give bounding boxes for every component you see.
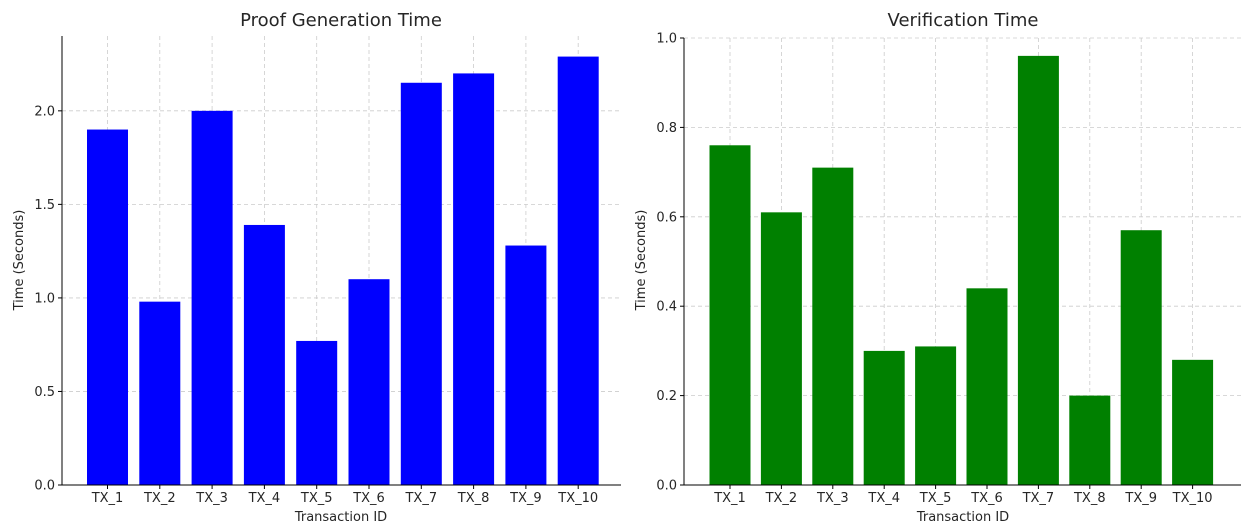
x-tick-label: TX_8 bbox=[457, 491, 490, 506]
y-tick-label: 0.8 bbox=[656, 121, 677, 136]
x-tick-label: TX_3 bbox=[816, 491, 849, 506]
bar-tx-2 bbox=[139, 301, 181, 485]
bar-tx-5 bbox=[296, 340, 338, 485]
bar-tx-8 bbox=[1069, 395, 1111, 485]
proof-generation-chart: Proof Generation Time TX_1 TX_2 TX_3 TX_4 TX… bbox=[12, 10, 621, 525]
bar-tx-3 bbox=[812, 167, 854, 485]
y-tick-label: 1.0 bbox=[656, 32, 677, 47]
verification-time-chart: Verification Time TX_1 TX_2 TX_3 TX_4 TX_5 TX… bbox=[634, 10, 1241, 525]
y-tick-layer: 0.0 0.5 1.0 1.5 2.0 bbox=[34, 104, 62, 494]
x-tick-label: TX_9 bbox=[1124, 491, 1157, 506]
chart-title: Proof Generation Time bbox=[240, 10, 442, 31]
bars-layer bbox=[709, 55, 1214, 485]
bar-tx-1 bbox=[709, 145, 751, 485]
bar-tx-1 bbox=[87, 129, 128, 485]
y-tick-label: 0.0 bbox=[656, 479, 677, 494]
x-tick-label: TX_5 bbox=[919, 491, 952, 506]
x-tick-label: TX_10 bbox=[557, 491, 598, 506]
x-tick-label: TX_6 bbox=[970, 491, 1003, 506]
chart-title: Verification Time bbox=[888, 10, 1039, 31]
x-tick-label: TX_2 bbox=[765, 491, 798, 506]
x-tick-label: TX_3 bbox=[195, 491, 228, 506]
x-tick-label: TX_10 bbox=[1172, 491, 1213, 506]
x-tick-label: TX_6 bbox=[352, 491, 385, 506]
y-tick-label: 0.5 bbox=[34, 385, 55, 400]
bar-tx-9 bbox=[505, 245, 547, 485]
x-tick-label: TX_1 bbox=[91, 491, 124, 506]
bar-tx-10 bbox=[1172, 359, 1214, 485]
bar-tx-5 bbox=[915, 346, 957, 485]
bar-tx-3 bbox=[191, 110, 233, 485]
x-tick-label: TX_1 bbox=[713, 491, 746, 506]
y-tick-label: 0.2 bbox=[656, 389, 677, 404]
y-tick-label: 2.0 bbox=[34, 104, 55, 119]
x-tick-label: TX_5 bbox=[300, 491, 333, 506]
x-axis-label: Transaction ID bbox=[294, 510, 387, 525]
y-tick-layer: 0.0 0.2 0.4 0.6 0.8 1.0 bbox=[656, 32, 684, 494]
bar-tx-9 bbox=[1120, 230, 1162, 485]
x-tick-label: TX_8 bbox=[1073, 491, 1106, 506]
x-tick-label: TX_7 bbox=[404, 491, 437, 506]
x-tick-label: TX_9 bbox=[509, 491, 542, 506]
bar-tx-2 bbox=[760, 212, 802, 485]
x-tick-layer: TX_1 TX_2 TX_3 TX_4 TX_5 TX_6 TX_7 TX_8 TX_9 TX_1… bbox=[713, 485, 1213, 506]
y-tick-label: 0.0 bbox=[34, 479, 55, 494]
bars-layer bbox=[87, 56, 599, 486]
y-tick-label: 1.0 bbox=[34, 291, 55, 306]
x-tick-label: TX_4 bbox=[248, 491, 281, 506]
x-axis-label: Transaction ID bbox=[916, 510, 1009, 525]
y-axis-label: Time (Seconds) bbox=[12, 210, 27, 312]
y-axis-label: Time (Seconds) bbox=[634, 210, 649, 312]
x-tick-layer: TX_1 TX_2 TX_3 TX_4 TX_5 TX_6 TX_7 TX_8 TX_9 TX_1… bbox=[91, 485, 598, 506]
x-tick-label: TX_4 bbox=[867, 491, 900, 506]
bar-tx-6 bbox=[348, 279, 390, 485]
x-tick-label: TX_2 bbox=[143, 491, 176, 506]
bar-tx-6 bbox=[966, 288, 1008, 485]
bar-tx-4 bbox=[863, 350, 905, 485]
y-tick-label: 1.5 bbox=[34, 198, 55, 213]
y-tick-label: 0.4 bbox=[656, 300, 677, 315]
bar-tx-4 bbox=[243, 224, 285, 485]
y-tick-label: 0.6 bbox=[656, 210, 677, 225]
bar-tx-7 bbox=[1017, 55, 1059, 485]
bar-tx-8 bbox=[453, 73, 495, 486]
bar-tx-10 bbox=[557, 56, 599, 486]
bar-tx-7 bbox=[400, 82, 442, 485]
x-tick-label: TX_7 bbox=[1022, 491, 1055, 506]
